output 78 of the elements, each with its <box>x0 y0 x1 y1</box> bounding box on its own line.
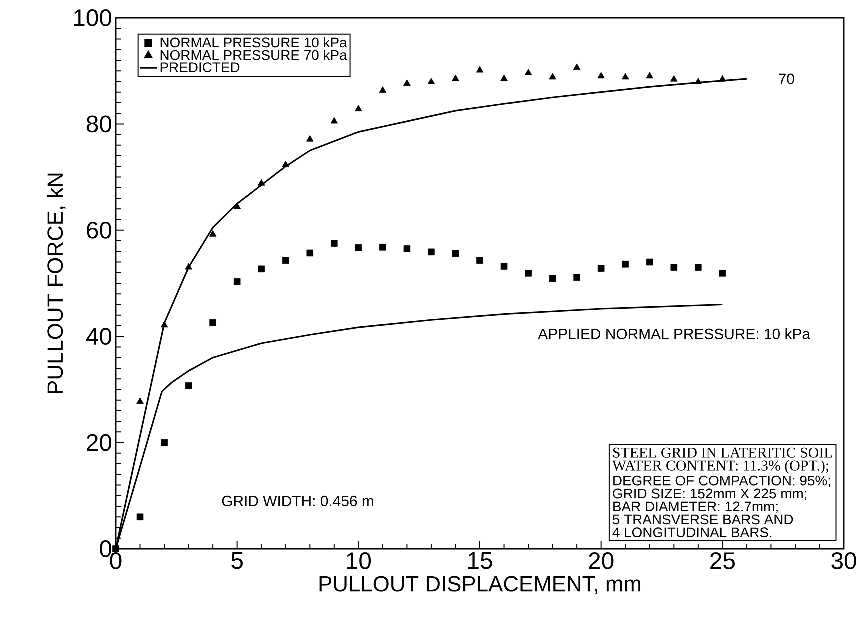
point <box>282 257 290 264</box>
point <box>258 179 266 186</box>
point <box>136 514 144 521</box>
point <box>306 135 314 142</box>
point <box>185 263 192 270</box>
point <box>476 257 484 264</box>
point <box>670 264 678 271</box>
legend-label: NORMAL PRESSURE 70 kPa <box>160 50 348 60</box>
point <box>112 546 120 552</box>
point <box>573 64 581 70</box>
point <box>282 160 290 168</box>
point <box>670 75 678 82</box>
point <box>622 73 630 80</box>
point <box>524 69 532 76</box>
x-tick-label: 10 <box>347 552 372 570</box>
point <box>549 275 556 282</box>
legend-label: PREDICTED <box>160 62 240 72</box>
point <box>452 74 460 82</box>
point <box>622 260 629 268</box>
point <box>331 240 338 248</box>
y-tick-label: 80 <box>86 116 112 133</box>
point <box>404 80 411 86</box>
y-tick-label: 0 <box>100 540 112 558</box>
point <box>646 72 654 79</box>
point <box>719 270 726 277</box>
point <box>549 73 556 80</box>
annotation: WATER CONTENT: 11.3% (OPT.); <box>612 460 828 474</box>
annotation: 5 TRANSVERSE BARS AND <box>612 514 794 525</box>
annotation: 70 <box>779 74 794 84</box>
point <box>185 382 192 390</box>
point <box>209 230 217 237</box>
y-tick-label: 40 <box>86 328 112 346</box>
point <box>355 244 362 252</box>
point <box>646 258 654 266</box>
point <box>598 265 605 272</box>
point <box>379 86 387 93</box>
x-axis-title: PULLOUT DISPLACEMENT, mm <box>320 576 641 594</box>
point <box>476 66 484 73</box>
point <box>598 72 605 79</box>
y-tick-label: 60 <box>87 222 112 239</box>
point <box>330 117 338 124</box>
annotation: GRID WIDTH: 0.456 m <box>222 496 374 506</box>
annotation: 4 LONGITUDINAL BARS. <box>612 528 772 538</box>
x-tick-label: 25 <box>710 552 735 570</box>
point <box>161 439 168 446</box>
point <box>695 264 702 271</box>
annotation: BAR DIAMETER: 12.7mm; <box>614 502 778 514</box>
point <box>404 246 411 252</box>
point <box>306 250 314 257</box>
point <box>210 319 216 326</box>
point <box>258 266 265 273</box>
legend-label: NORMAL PRESSURE 10 kPa <box>160 37 348 48</box>
point <box>500 74 508 82</box>
point <box>525 270 532 277</box>
point <box>160 321 168 328</box>
point <box>500 263 508 270</box>
point <box>428 78 436 84</box>
annotation: GRID SIZE: 152mm X 225 mm; <box>613 488 806 500</box>
point <box>428 248 435 256</box>
annotation: STEEL GRID IN LATERITIC SOIL <box>613 448 832 458</box>
x-tick-label: 30 <box>832 552 856 570</box>
point <box>234 202 241 210</box>
x-tick-label: 20 <box>589 552 614 570</box>
point <box>694 78 702 84</box>
annotation: DEGREE OF COMPACTION: 95%; <box>614 476 830 488</box>
point <box>574 274 580 282</box>
y-axis-title: PULLOUT FORCE, kN <box>47 174 66 394</box>
point <box>234 278 241 286</box>
point <box>355 105 362 112</box>
x-tick-label: 15 <box>468 552 492 570</box>
y-tick-label: 20 <box>87 434 112 452</box>
point <box>380 244 386 251</box>
point <box>136 398 144 404</box>
y-tick-label: 100 <box>74 10 112 26</box>
point <box>719 75 726 82</box>
annotation: APPLIED NORMAL PRESSURE: 10 kPa <box>538 328 811 340</box>
x-tick-label: 5 <box>232 552 243 570</box>
point <box>452 250 460 258</box>
